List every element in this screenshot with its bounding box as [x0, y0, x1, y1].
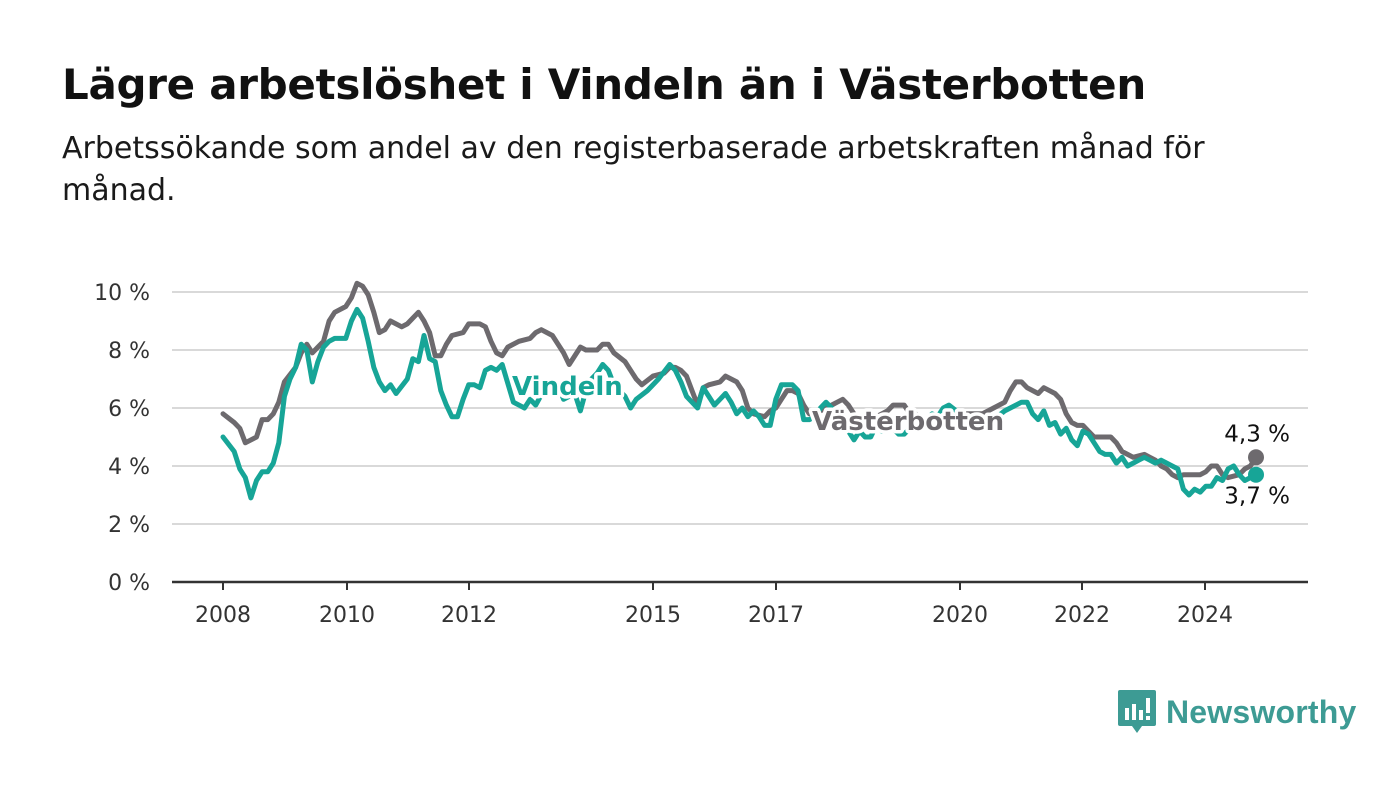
y-axis-ticks: 0 % 2 % 4 % 6 % 8 % 10 %	[94, 281, 150, 596]
y-tick-label: 8 %	[108, 339, 150, 364]
y-tick-label: 10 %	[94, 281, 150, 306]
x-tick-label: 2010	[319, 603, 375, 628]
y-tick-label: 0 %	[108, 571, 150, 596]
y-tick-label: 6 %	[108, 397, 150, 422]
grid-lines	[172, 291, 1308, 584]
series-labels: Vindeln Västerbotten 4,3 % 3,7 %	[509, 369, 1293, 513]
end-point-vindeln	[1248, 466, 1264, 483]
x-tick-label: 2017	[748, 603, 804, 628]
x-tick-label: 2012	[441, 603, 497, 628]
brand-name: Newsworthy	[1166, 693, 1357, 730]
chart-subtitle: Arbetssökande som andel av den registerb…	[62, 131, 1205, 208]
y-tick-label: 4 %	[108, 455, 150, 480]
series-line-vindeln	[220, 306, 1259, 501]
series-line-västerbotten	[220, 280, 1259, 481]
x-tick-label: 2015	[625, 603, 681, 628]
x-tick-label: 2008	[195, 603, 251, 628]
x-axis-ticks: 2008 2010 2012 2015 2017 2020 2022 2024	[195, 582, 1233, 628]
y-tick-label: 2 %	[108, 513, 150, 538]
series-lines	[220, 280, 1259, 501]
series-label-vindeln: Vindeln	[512, 372, 623, 402]
end-point-västerbotten	[1248, 449, 1264, 466]
newsworthy-logo: Newsworthy	[1118, 690, 1356, 734]
x-tick-label: 2024	[1177, 603, 1233, 628]
end-value-label-västerbotten: 4,3 %	[1224, 421, 1290, 447]
end-value-label-vindeln: 3,7 %	[1224, 484, 1290, 510]
series-label-vasterbotten: Västerbotten	[812, 407, 1004, 437]
x-tick-label: 2020	[932, 603, 988, 628]
x-tick-label: 2022	[1054, 603, 1110, 628]
logo-chart-icon	[1118, 690, 1156, 733]
chart-title: Lägre arbetslöshet i Vindeln än i Väster…	[62, 60, 1146, 109]
